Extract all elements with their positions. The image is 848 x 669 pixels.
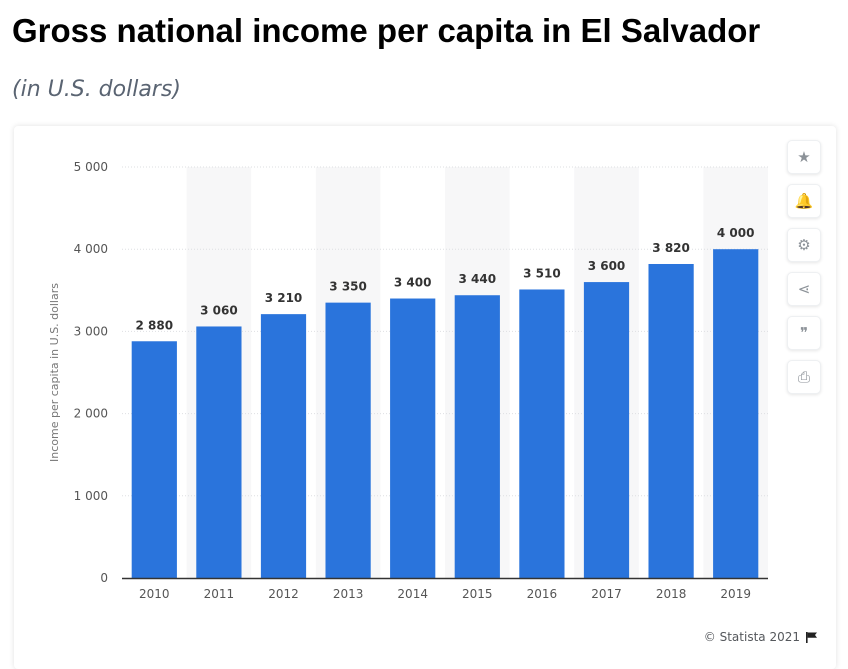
quote-button[interactable]: ❞	[787, 316, 821, 350]
data-label: 3 820	[652, 241, 690, 255]
data-label: 3 210	[265, 291, 303, 305]
data-label: 2 880	[136, 318, 174, 332]
share-button[interactable]: ⋖	[787, 272, 821, 306]
y-tick-label: 5 000	[74, 160, 108, 174]
bar-2016	[519, 289, 565, 578]
bar-2017	[583, 282, 630, 578]
bar-2012	[260, 314, 307, 578]
bar-2010	[131, 341, 177, 578]
y-tick-label: 2 000	[74, 407, 108, 421]
x-tick-label: 2016	[527, 587, 558, 601]
x-tick-label: 2014	[397, 587, 428, 601]
statista-footer: © Statista 2021	[704, 630, 818, 644]
bell-button[interactable]: 🔔	[787, 184, 821, 218]
bar-2014	[390, 298, 436, 578]
bar-2018	[648, 263, 694, 578]
y-tick-label: 3 000	[74, 324, 108, 338]
print-icon: ⎙	[797, 368, 810, 386]
data-label: 3 600	[588, 259, 626, 273]
star-button[interactable]: ★	[787, 140, 821, 174]
bell-icon: 🔔	[794, 192, 814, 210]
data-label: 3 060	[200, 303, 238, 317]
y-axis-label: Income per capita in U.S. dollars	[48, 283, 61, 462]
x-tick-label: 2019	[720, 587, 751, 601]
print-button[interactable]: ⎙	[787, 360, 821, 394]
page-title: Gross national income per capita in El S…	[12, 12, 761, 49]
copyright-text: © Statista 2021	[703, 630, 800, 644]
x-tick-label: 2011	[204, 587, 235, 601]
y-tick-label: 0	[100, 571, 108, 585]
data-label: 4 000	[717, 226, 755, 240]
gear-icon: ⚙	[797, 236, 811, 254]
data-label: 3 400	[394, 276, 432, 290]
page-subtitle: (in U.S. dollars)	[12, 77, 181, 102]
bar-2015	[454, 295, 500, 578]
x-tick-label: 2010	[139, 587, 170, 601]
x-tick-label: 2015	[462, 587, 493, 601]
bar-2011	[196, 326, 242, 578]
data-label: 3 510	[523, 266, 561, 280]
bar-2013	[325, 302, 371, 578]
data-label: 3 440	[459, 272, 497, 286]
x-tick-label: 2012	[268, 587, 299, 601]
x-tick-label: 2013	[333, 587, 364, 601]
star-icon: ★	[797, 148, 811, 166]
quote-icon: ❞	[799, 324, 809, 342]
gear-button[interactable]: ⚙	[787, 228, 821, 262]
y-tick-label: 4 000	[74, 242, 108, 256]
flag-icon[interactable]	[806, 631, 818, 643]
x-tick-label: 2018	[656, 587, 687, 601]
bar-2019	[713, 249, 759, 578]
y-tick-label: 1 000	[74, 489, 108, 503]
chart-toolbar: ★ 🔔 ⚙ ⋖ ❞ ⎙	[787, 140, 823, 404]
x-tick-label: 2017	[591, 587, 622, 601]
bar-chart: 0 1 000 2 000 3 000 4 000 5 000 2 880 2010 3 060…	[48, 160, 768, 601]
data-label: 3 350	[329, 280, 367, 294]
share-icon: ⋖	[797, 280, 811, 298]
